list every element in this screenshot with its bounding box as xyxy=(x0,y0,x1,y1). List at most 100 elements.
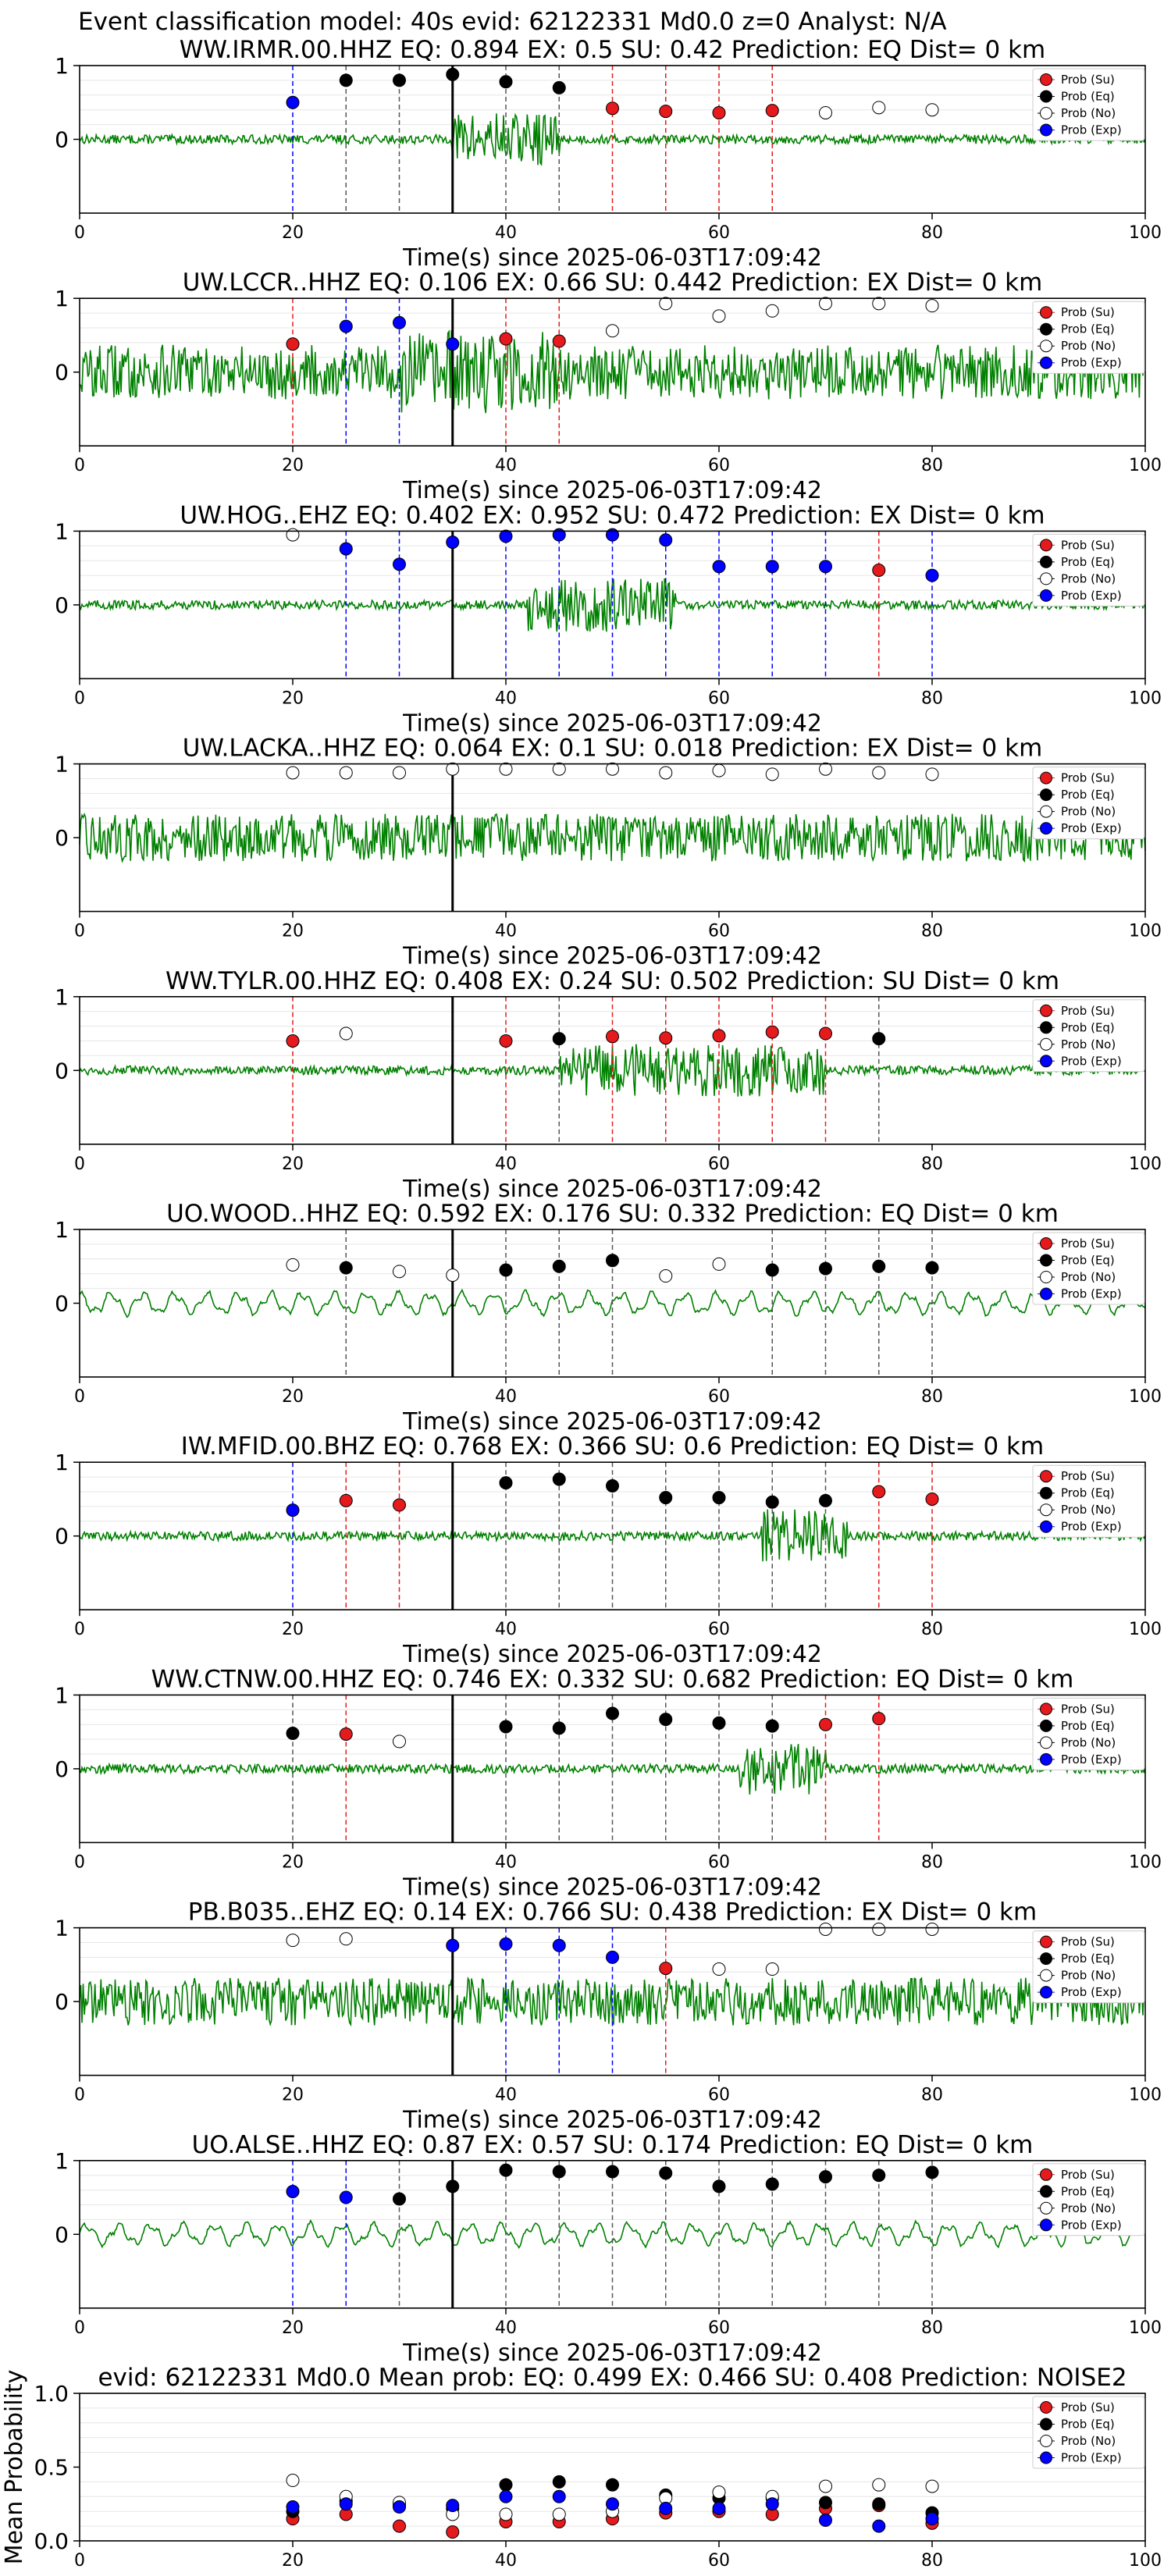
prob-point-exp xyxy=(446,337,460,351)
legend-label: Prob (Su) xyxy=(1061,2400,1115,2414)
legend-box xyxy=(1032,1232,1145,1305)
prob-point-su xyxy=(659,1031,673,1045)
y-tick-label: 0 xyxy=(55,1524,69,1550)
prob-point-exp xyxy=(499,1937,513,1951)
prob-point-eq xyxy=(552,80,566,94)
prob-point-no xyxy=(819,105,832,119)
x-tick-label: 100 xyxy=(1129,1387,1162,1407)
waveform-trace xyxy=(79,1743,1146,1795)
y-tick-label: 1 xyxy=(55,752,69,777)
prob-point-su xyxy=(499,1034,513,1048)
prob-point-no xyxy=(446,1268,460,1283)
mean-point-su xyxy=(446,2525,460,2539)
legend-marker-3 xyxy=(1040,1986,1052,1999)
prob-point-su xyxy=(339,1727,353,1741)
x-tick-label: 100 xyxy=(1129,1620,1162,1639)
x-tick-label: 0 xyxy=(74,2318,85,2338)
legend-marker-0 xyxy=(1040,2168,1052,2181)
legend-marker-0 xyxy=(1040,1237,1052,1250)
mean-point-no xyxy=(552,2507,566,2521)
panel-title: UW.LCCR..HHZ EQ: 0.106 EX: 0.66 SU: 0.44… xyxy=(183,269,1043,297)
prob-point-exp xyxy=(339,542,353,556)
legend-marker-2 xyxy=(1040,1037,1052,1051)
legend-label: Prob (No) xyxy=(1061,1503,1116,1517)
legend-label: Prob (Exp) xyxy=(1061,2451,1122,2465)
legend-marker-0 xyxy=(1040,539,1052,552)
legend-box xyxy=(1032,301,1145,374)
legend-box xyxy=(1032,1464,1145,1538)
legend-marker-0 xyxy=(1040,73,1052,86)
legend-marker-3 xyxy=(1040,1287,1052,1300)
prob-point-eq xyxy=(286,1727,300,1741)
prob-point-no xyxy=(552,762,566,776)
x-tick-label: 0 xyxy=(74,223,85,243)
legend-marker-1 xyxy=(1040,90,1052,103)
prob-point-eq xyxy=(872,1259,886,1273)
legend-label: Prob (Exp) xyxy=(1061,2218,1122,2232)
x-tick-label: 40 xyxy=(495,1620,517,1639)
mean-point-eq xyxy=(499,2478,513,2492)
x-tick-label: 40 xyxy=(495,922,517,941)
legend-label: Prob (Su) xyxy=(1061,1004,1115,1018)
x-tick-label: 40 xyxy=(495,456,517,475)
panel-4: WW.TYLR.00.HHZ EQ: 0.408 EX: 0.24 SU: 0.… xyxy=(55,967,1162,1203)
x-axis-label: Time(s) since 2025-06-03T17:09:42 xyxy=(402,2107,822,2134)
panel-1: UW.LCCR..HHZ EQ: 0.106 EX: 0.66 SU: 0.44… xyxy=(55,269,1162,504)
x-axis-label: Time(s) since 2025-06-03T17:09:42 xyxy=(402,244,822,272)
prob-point-eq xyxy=(552,2165,566,2179)
legend-marker-0 xyxy=(1040,1703,1052,1716)
prob-point-eq xyxy=(712,2179,726,2194)
x-tick-label: 100 xyxy=(1129,1852,1162,1872)
x-tick-label: 100 xyxy=(1129,688,1162,708)
legend-marker-0 xyxy=(1040,1935,1052,1948)
panels-group: WW.IRMR.00.HHZ EQ: 0.894 EX: 0.5 SU: 0.4… xyxy=(1,36,1162,2571)
x-tick-label: 0 xyxy=(74,1620,85,1639)
prob-point-no xyxy=(393,1735,406,1749)
prob-point-su xyxy=(339,1493,353,1507)
prob-point-eq xyxy=(499,2163,513,2177)
panel-9: UO.ALSE..HHZ EQ: 0.87 EX: 0.57 SU: 0.174… xyxy=(55,2131,1162,2367)
legend-label: Prob (Eq) xyxy=(1061,2184,1115,2198)
prob-point-eq xyxy=(606,1254,619,1268)
prob-point-no xyxy=(765,1962,779,1976)
prob-point-no xyxy=(925,299,939,313)
x-tick-label: 80 xyxy=(921,1155,943,1174)
prob-point-no xyxy=(499,762,513,776)
x-tick-label: 20 xyxy=(282,456,304,475)
prob-point-no xyxy=(446,762,460,776)
x-tick-label: 60 xyxy=(708,922,730,941)
panel-title: WW.TYLR.00.HHZ EQ: 0.408 EX: 0.24 SU: 0.… xyxy=(166,967,1059,995)
prob-point-su xyxy=(765,104,779,118)
waveform-trace xyxy=(79,329,1146,414)
x-tick-label: 60 xyxy=(708,2551,730,2571)
prob-point-no xyxy=(712,763,726,777)
y-tick-label: 0 xyxy=(55,1058,69,1083)
panel-3: UW.LACKA..HHZ EQ: 0.064 EX: 0.1 SU: 0.01… xyxy=(55,735,1162,970)
prob-point-no xyxy=(339,1932,353,1946)
legend-marker-1 xyxy=(1040,788,1052,802)
mean-point-eq xyxy=(872,2497,886,2511)
prob-point-exp xyxy=(339,2190,353,2204)
x-tick-label: 20 xyxy=(282,922,304,941)
y-tick-label: 1 xyxy=(55,1217,69,1243)
panel-title: evid: 62122331 Md0.0 Mean prob: EQ: 0.49… xyxy=(98,2364,1127,2392)
x-tick-label: 40 xyxy=(495,1387,517,1407)
prob-point-eq xyxy=(659,2166,673,2180)
legend-label: Prob (Eq) xyxy=(1061,322,1115,336)
prob-point-exp xyxy=(925,568,939,582)
prob-point-su xyxy=(765,1025,779,1039)
prob-point-eq xyxy=(606,1478,619,1493)
y-tick-label: 1 xyxy=(55,53,69,79)
x-tick-label: 80 xyxy=(921,456,943,475)
prob-point-eq xyxy=(819,1261,832,1276)
mean-point-no xyxy=(286,2474,300,2488)
prob-point-exp xyxy=(606,1950,619,1964)
mean-point-no xyxy=(819,2479,832,2493)
prob-point-no xyxy=(606,324,619,338)
prob-point-exp xyxy=(819,560,832,574)
prob-point-su xyxy=(872,1485,886,1499)
legend-label: Prob (Su) xyxy=(1061,1469,1115,1483)
panel-title: WW.IRMR.00.HHZ EQ: 0.894 EX: 0.5 SU: 0.4… xyxy=(180,36,1046,64)
legend-marker-1 xyxy=(1040,2418,1052,2431)
